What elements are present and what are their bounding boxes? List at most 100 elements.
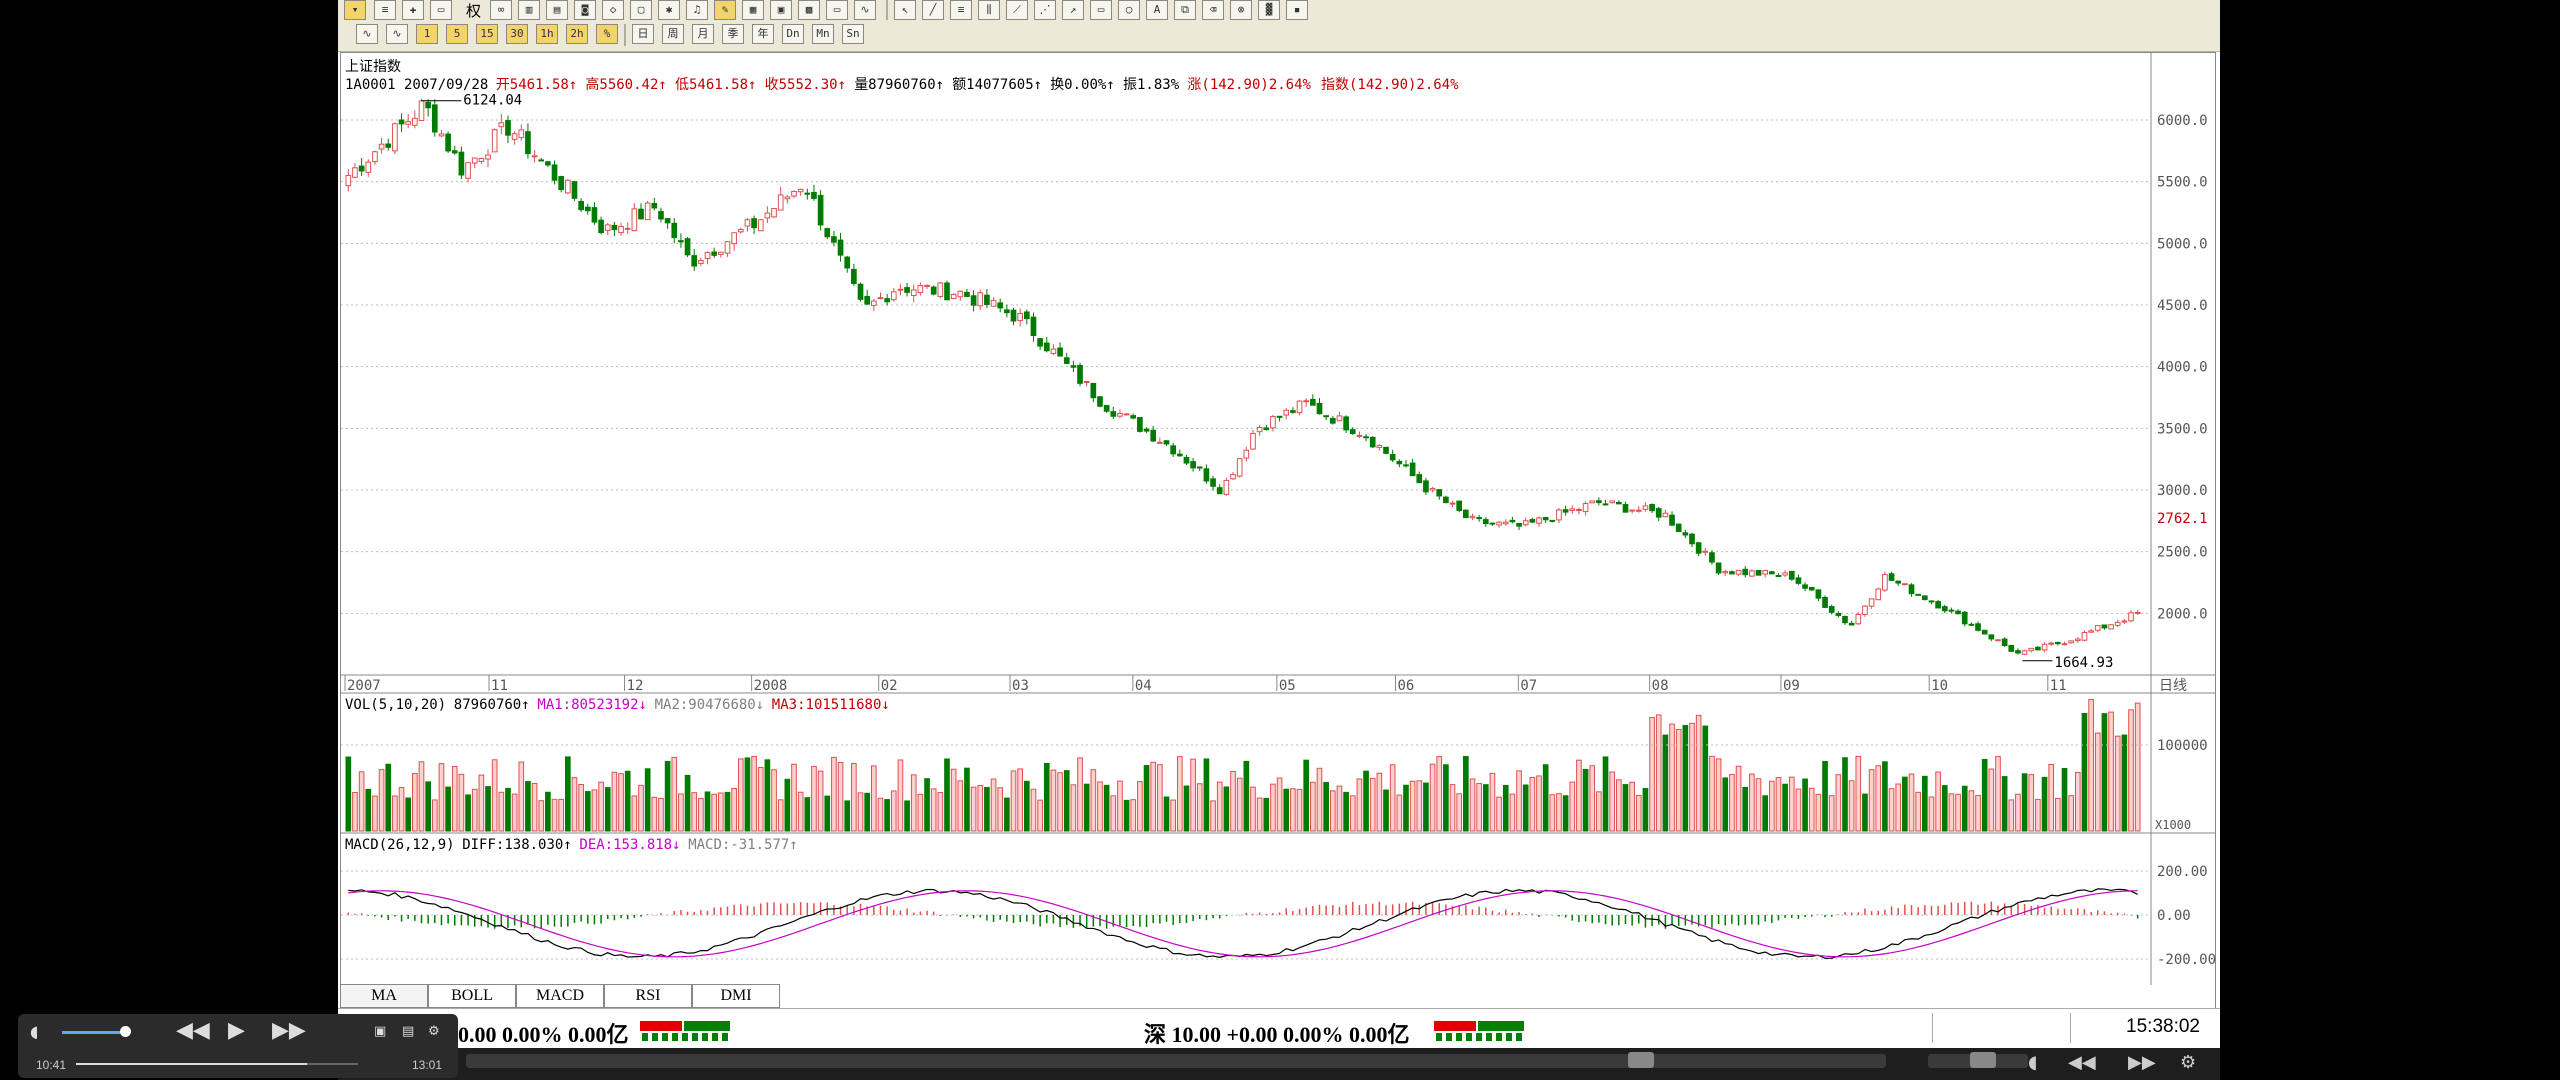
period-1min-button[interactable]: 1	[416, 24, 438, 44]
rsi-icon[interactable]: ≡	[374, 0, 396, 20]
lock-icon[interactable]: ⊗	[1230, 0, 1252, 20]
book-icon[interactable]: ▤	[546, 0, 568, 20]
rights-label[interactable]: 权	[466, 2, 482, 20]
chart-area[interactable]: 上证指数 1A0001 2007/09/28 开5461.58↑ 高5560.42↑ 低…	[340, 52, 2216, 1009]
volume-bar	[1283, 788, 1290, 832]
period-1h-button[interactable]: 1h	[536, 24, 558, 44]
trend-icon[interactable]: ∿	[854, 0, 876, 20]
seek-track[interactable]	[466, 1054, 1886, 1068]
period-dn-button[interactable]: Dn	[782, 24, 804, 44]
period-week-button[interactable]: 周	[662, 24, 684, 44]
volume-bar	[784, 778, 791, 832]
hline-tool-icon[interactable]: ≡	[950, 0, 972, 20]
volume-bar	[392, 795, 398, 832]
layout-icon[interactable]: ▣	[770, 0, 792, 20]
rewind-icon[interactable]: ◀◀	[2068, 1052, 2096, 1073]
eraser-icon[interactable]: ⌫	[1202, 0, 1224, 20]
seek-handle[interactable]	[1628, 1052, 1654, 1068]
tab-dmi[interactable]: DMI	[692, 984, 780, 1008]
volume-bar	[1110, 795, 1117, 832]
text-tool-icon[interactable]: A	[1146, 0, 1168, 20]
tools-icon[interactable]: ✱	[658, 0, 680, 20]
volume-bar	[2055, 797, 2061, 832]
period-15min-button[interactable]: 15	[476, 24, 498, 44]
copy-icon[interactable]: ⧉	[1174, 0, 1196, 20]
grid-icon[interactable]: ✚	[402, 0, 424, 20]
candle-body	[751, 218, 757, 229]
open-icon[interactable]: ▾	[344, 0, 366, 20]
volume-bar	[2041, 776, 2048, 832]
box-icon[interactable]: ◇	[602, 0, 624, 20]
volume-icon[interactable]: ◖	[30, 1022, 39, 1041]
volume-bar	[1083, 783, 1090, 832]
camera-icon[interactable]: ◙	[574, 0, 596, 20]
period-5min-button[interactable]: 5	[446, 24, 468, 44]
volume-slider[interactable]	[62, 1031, 122, 1034]
gear-icon[interactable]: ⚙	[428, 1024, 440, 1039]
candle-body	[2121, 620, 2128, 623]
volume-bar	[824, 795, 831, 832]
period-2h-button[interactable]: 2h	[566, 24, 588, 44]
play-icon[interactable]: ▶	[228, 1018, 245, 1043]
glasses-icon[interactable]: ∞	[490, 0, 512, 20]
cursor-icon[interactable]: ↖	[894, 0, 916, 20]
chart-icon[interactable]: ▥	[518, 0, 540, 20]
pencil-icon[interactable]: ✎	[714, 0, 736, 20]
period-sn-button[interactable]: Sn	[842, 24, 864, 44]
period-month-button[interactable]: 月	[692, 24, 714, 44]
tab-boll[interactable]: BOLL	[428, 984, 516, 1008]
rect-tool-icon[interactable]: ▭	[1090, 0, 1112, 20]
ellipse-tool-icon[interactable]: ○	[1118, 0, 1140, 20]
volume-knob[interactable]	[120, 1026, 131, 1037]
period-quarter-button[interactable]: 季	[722, 24, 744, 44]
video-seek-bar: ◖ ◀◀ ▶▶ ⚙	[338, 1048, 2220, 1080]
forward-icon[interactable]: ▶▶	[2128, 1052, 2156, 1073]
pip-icon[interactable]: ▣	[374, 1024, 387, 1039]
period-day-button[interactable]: 日	[632, 24, 654, 44]
price-y-tick-label: 2500.0	[2157, 545, 2208, 561]
save-icon[interactable]: ▪	[1286, 0, 1308, 20]
period-mn-button[interactable]: Mn	[812, 24, 834, 44]
image-icon[interactable]: ▩	[798, 0, 820, 20]
volume-bar	[491, 759, 498, 832]
print-icon[interactable]: ▭	[430, 0, 452, 20]
candle-body	[2081, 632, 2088, 641]
window-icon[interactable]: ▢	[630, 0, 652, 20]
rewind-icon[interactable]: ◀◀	[176, 1018, 210, 1043]
percent-button[interactable]: %	[596, 24, 618, 44]
volume-bar	[1842, 757, 1848, 832]
volume-bar	[1356, 778, 1363, 832]
settings-icon[interactable]: ⚙	[2180, 1052, 2197, 1073]
alarm-icon[interactable]: ♫	[686, 0, 708, 20]
volume-bar	[1443, 764, 1449, 832]
volume-bar	[930, 788, 937, 832]
candle-body	[1908, 584, 1915, 595]
tab-rsi[interactable]: RSI	[604, 984, 692, 1008]
volume-handle[interactable]	[1970, 1052, 1996, 1068]
period-year-button[interactable]: 年	[752, 24, 774, 44]
volume-bar	[1263, 797, 1270, 832]
minute-chart-icon[interactable]: ∿	[356, 24, 378, 44]
monitor-icon[interactable]: ▭	[826, 0, 848, 20]
tab-macd[interactable]: MACD	[516, 984, 604, 1008]
ray-tool-icon[interactable]: ↗	[1062, 0, 1084, 20]
price-y-tick-label: 5000.0	[2157, 236, 2208, 252]
volume-bar	[2068, 795, 2074, 832]
volume-bar	[1522, 784, 1529, 832]
candle-body	[1496, 521, 1502, 526]
line-tool-icon[interactable]: ╱	[922, 0, 944, 20]
captions-icon[interactable]: ▤	[402, 1024, 415, 1039]
clock: 15:38:02	[2126, 1016, 2200, 1037]
kline-chart-icon[interactable]: ∿	[386, 24, 408, 44]
fast-forward-icon[interactable]: ▶▶	[272, 1018, 306, 1043]
kline-chart[interactable]: 上证指数 1A0001 2007/09/28 开5461.58↑ 高5560.42↑ 低…	[341, 53, 2215, 985]
period-30min-button[interactable]: 30	[506, 24, 528, 44]
speaker-icon[interactable]: ◖	[2028, 1052, 2038, 1073]
volume-bar	[1423, 782, 1429, 832]
palette-icon[interactable]: ▓	[1258, 0, 1280, 20]
tab-ma[interactable]: MA	[340, 984, 428, 1008]
vline-tool-icon[interactable]: ⫼	[978, 0, 1000, 20]
channel-tool-icon[interactable]: ⟋	[1006, 0, 1028, 20]
table-icon[interactable]: ▦	[742, 0, 764, 20]
fan-tool-icon[interactable]: ⋰	[1034, 0, 1056, 20]
